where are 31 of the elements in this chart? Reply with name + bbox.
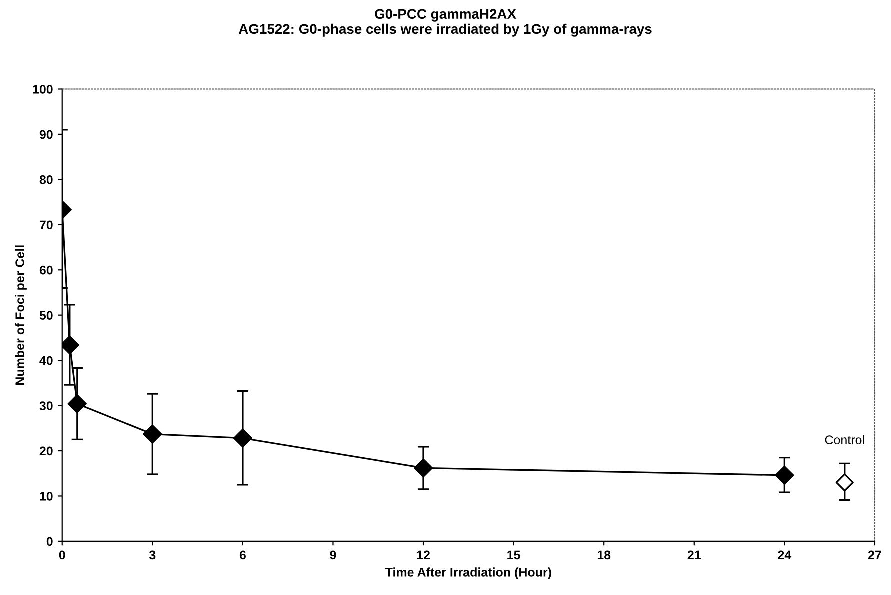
y-tick-label: 80 xyxy=(40,175,53,184)
x-tick-label: 15 xyxy=(508,550,520,560)
x-tick-label: 24 xyxy=(778,550,792,560)
y-tick-label: 0 xyxy=(46,537,53,546)
x-tick-label: 0 xyxy=(59,550,66,560)
x-tick-label: 9 xyxy=(330,550,336,560)
x-tick-label: 3 xyxy=(149,550,156,560)
y-tick-label: 60 xyxy=(40,266,53,275)
y-tick-label: 100 xyxy=(33,85,53,94)
x-tick-label: 21 xyxy=(688,550,701,560)
y-axis-title: Number of Foci per Cell xyxy=(15,246,27,386)
x-tick-label: 27 xyxy=(868,550,882,560)
point xyxy=(68,394,87,414)
chart-title: G0-PCC gammaH2AX AG1522: G0-phase cells were irradiated by 1Gy of gamma-rays xyxy=(238,9,652,37)
point xyxy=(143,424,162,444)
y-tick-label: 30 xyxy=(40,402,53,410)
y-tick-label: 40 xyxy=(40,356,53,366)
point xyxy=(836,474,854,492)
point xyxy=(414,458,434,478)
x-tick-label: 18 xyxy=(598,550,611,560)
point xyxy=(775,466,794,485)
x-tick-label: 6 xyxy=(240,550,246,560)
y-tick-label: 70 xyxy=(40,220,53,230)
y-tick-label: 90 xyxy=(40,130,53,140)
y-tick-label: 20 xyxy=(40,446,53,456)
point xyxy=(233,428,252,448)
x-tick-label: 12 xyxy=(417,550,430,560)
text: Control xyxy=(825,435,864,445)
x-axis-title: Time After Irradiation (Hour) xyxy=(385,568,552,580)
y-tick-label: 10 xyxy=(40,492,53,501)
y-tick-label: 50 xyxy=(40,311,53,320)
